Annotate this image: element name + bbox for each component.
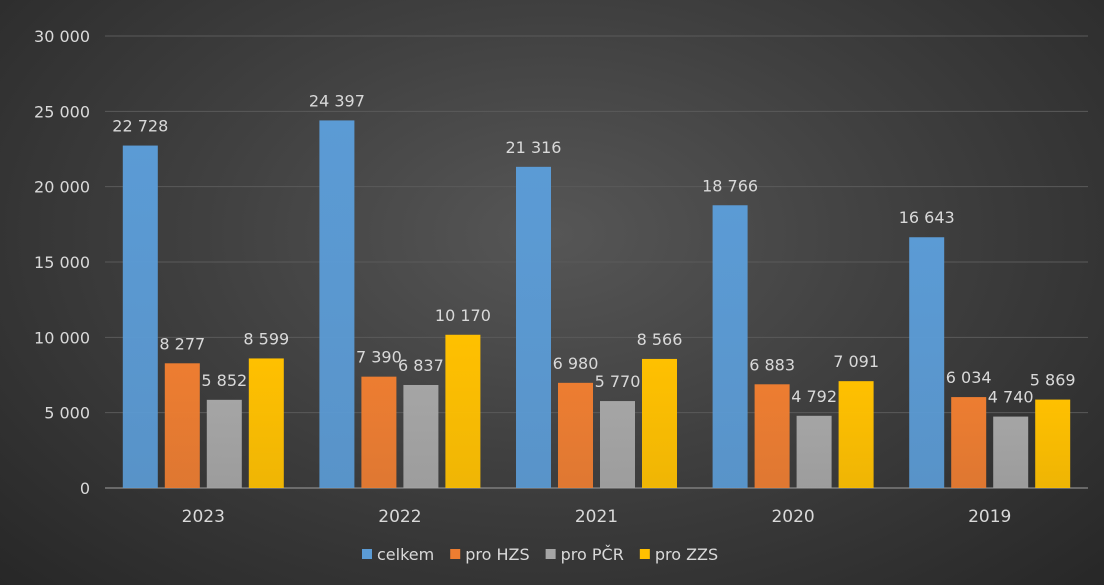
- data-label: 8 566: [637, 330, 683, 349]
- x-tick-label: 2020: [771, 507, 814, 527]
- bar-pro-zzs-2019: [1035, 399, 1071, 488]
- legend-label: celkem: [377, 545, 434, 564]
- data-label: 6 883: [749, 355, 795, 374]
- data-label: 6 837: [398, 356, 444, 375]
- y-tick-label: 20 000: [34, 178, 90, 197]
- x-axis-ticks: 2023 2022 2021 2020 2019: [182, 507, 1012, 527]
- data-label: 7 091: [833, 352, 879, 371]
- data-label: 6 980: [553, 354, 599, 373]
- bar-pro-pčr-2021: [600, 401, 635, 488]
- bar-celkem-2020: [712, 205, 748, 489]
- bar-pro-pčr-2023: [206, 399, 242, 488]
- bar-pro-zzs-2020: [838, 381, 874, 488]
- data-label: 8 599: [243, 329, 289, 348]
- y-tick-label: 10 000: [34, 328, 90, 347]
- x-tick-label: 2021: [575, 507, 618, 527]
- legend-label: pro PČR: [561, 545, 624, 564]
- bar-pro-zzs-2023: [248, 358, 284, 488]
- data-label: 10 170: [435, 306, 491, 325]
- x-tick-label: 2023: [182, 507, 225, 527]
- data-label: 5 852: [201, 371, 247, 390]
- data-label: 5 869: [1030, 371, 1076, 390]
- data-label: 18 766: [702, 176, 758, 195]
- data-label: 16 643: [899, 208, 955, 227]
- data-label: 5 770: [595, 372, 641, 391]
- bar-pro-pčr-2019: [993, 416, 1029, 488]
- bar-celkem-2021: [516, 166, 551, 488]
- data-label: 22 728: [112, 117, 168, 136]
- bar-pro-hzs-2019: [951, 397, 987, 488]
- bars: [122, 120, 1071, 489]
- y-tick-label: 5 000: [44, 404, 90, 423]
- y-tick-label: 25 000: [34, 102, 90, 121]
- data-label: 4 792: [791, 387, 837, 406]
- x-tick-label: 2019: [968, 507, 1011, 527]
- legend-swatch: [545, 549, 556, 559]
- bar-pro-pčr-2022: [403, 384, 439, 488]
- data-label: 7 390: [356, 348, 402, 367]
- data-label: 6 034: [946, 368, 992, 387]
- bar-pro-hzs-2020: [754, 384, 790, 488]
- y-tick-label: 15 000: [34, 253, 90, 272]
- data-label: 24 397: [309, 91, 365, 110]
- legend-swatch: [362, 549, 372, 559]
- bar-celkem-2023: [122, 145, 158, 488]
- legend-label: pro ZZS: [655, 545, 718, 564]
- bar-pro-hzs-2023: [164, 363, 200, 488]
- bar-celkem-2019: [909, 237, 945, 488]
- data-label: 8 277: [159, 334, 205, 353]
- bar-pro-pčr-2020: [796, 415, 832, 488]
- data-label: 4 740: [988, 388, 1034, 407]
- bar-pro-zzs-2021: [642, 358, 677, 488]
- x-tick-label: 2022: [378, 507, 421, 527]
- y-tick-label: 0: [80, 479, 90, 498]
- y-tick-label: 30 000: [34, 27, 90, 46]
- legend-swatch: [450, 549, 461, 559]
- bar-pro-hzs-2022: [361, 376, 397, 488]
- data-label: 21 316: [506, 138, 562, 157]
- legend-swatch: [639, 549, 650, 559]
- bar-pro-zzs-2022: [445, 334, 481, 488]
- legend-label: pro HZS: [465, 545, 529, 564]
- bar-pro-hzs-2021: [558, 382, 593, 488]
- bar-celkem-2022: [319, 120, 355, 489]
- y-axis-ticks: 0 5 000 10 000 15 000 20 000 25 000 30 000: [34, 27, 90, 498]
- legend: celkem pro HZS pro PČR pro ZZS: [362, 545, 718, 564]
